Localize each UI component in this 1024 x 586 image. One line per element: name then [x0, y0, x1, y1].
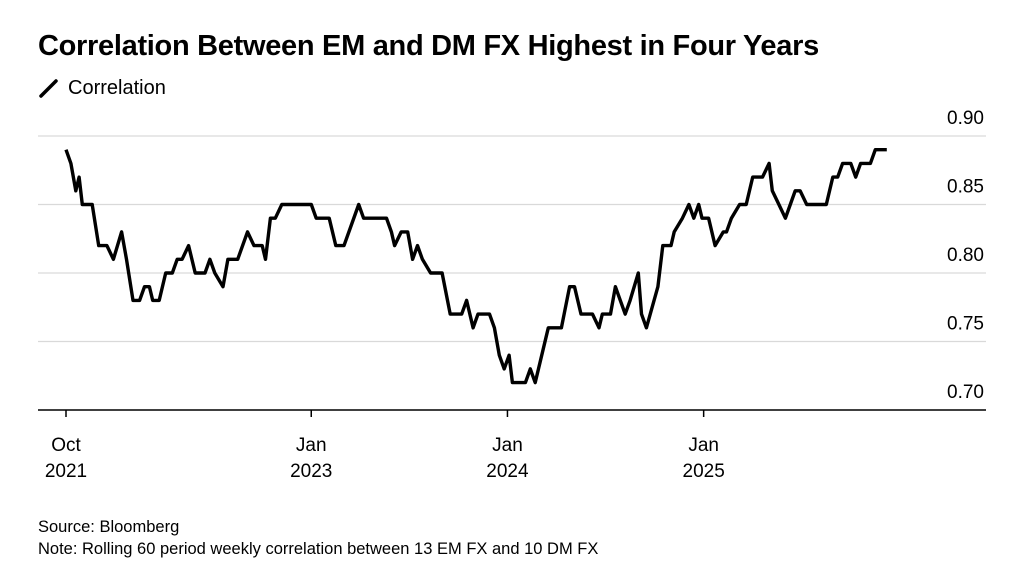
x-tick-label-month: Oct [51, 435, 81, 456]
footer: Source: Bloomberg Note: Rolling 60 perio… [38, 516, 598, 560]
x-tick-label-year: 2021 [45, 461, 87, 482]
x-tick-label-month: Jan [492, 435, 523, 456]
y-tick-label: 0.75 [947, 314, 984, 335]
legend-label: Correlation [68, 76, 166, 99]
legend: Correlation [38, 77, 166, 99]
source-note: Source: Bloomberg [38, 518, 180, 536]
y-tick-label: 0.70 [947, 382, 984, 403]
x-tick-label-year: 2025 [683, 461, 725, 482]
y-tick-label: 0.80 [947, 245, 984, 266]
x-tick-label-month: Jan [688, 435, 719, 456]
x-tick-label-year: 2024 [486, 461, 529, 482]
x-tick-label-year: 2023 [290, 461, 332, 482]
y-tick-label: 0.85 [947, 177, 984, 198]
y-tick-label: 0.90 [947, 108, 984, 129]
line-swatch-icon [39, 79, 58, 98]
x-tick-label-month: Jan [296, 435, 327, 456]
series-line-correlation [64, 148, 887, 385]
methodology-note: Note: Rolling 60 period weekly correlati… [38, 540, 599, 558]
chart-title: Correlation Between EM and DM FX Highest… [38, 30, 819, 62]
